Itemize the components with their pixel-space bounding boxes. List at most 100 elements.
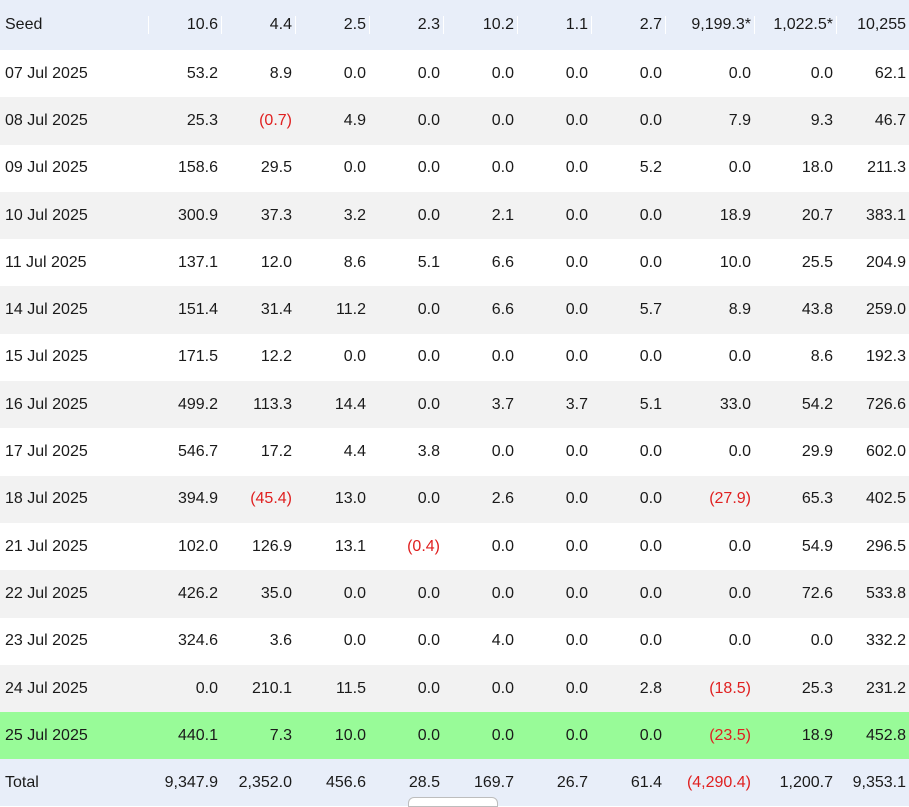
table-cell: 204.9 [865, 253, 906, 271]
table-cell: 452.8 [865, 726, 906, 744]
table-row: 11 Jul 2025 137.1 12.0 8.6 5.1 6.6 0.0 0.0 10.0 2… [0, 239, 909, 287]
row-date: 10 Jul 2025 [5, 206, 88, 224]
table-cell: 4.0 [491, 632, 514, 650]
table-row-highlighted: 25 Jul 2025 440.1 7.3 10.0 0.0 0.0 0.0 0.0 (23.5… [0, 712, 909, 760]
total-cell: 61.4 [630, 773, 662, 791]
table-cell: 137.1 [177, 253, 218, 271]
table-cell: 0.0 [417, 301, 440, 319]
table-cell: 65.3 [801, 490, 833, 508]
table-cell: 0.0 [565, 537, 588, 555]
table-cell: 8.6 [810, 348, 833, 366]
table-row: 17 Jul 2025 546.7 17.2 4.4 3.8 0.0 0.0 0.0 0.0 29… [0, 428, 909, 476]
table-cell: 0.0 [491, 348, 514, 366]
row-date: 21 Jul 2025 [5, 537, 88, 555]
table-cell: 37.3 [260, 206, 292, 224]
seed-cell: 1,022.5* [754, 16, 836, 34]
row-date: 24 Jul 2025 [5, 679, 88, 697]
table-cell: 0.0 [565, 64, 588, 82]
table-cell: 726.6 [865, 395, 906, 413]
table-cell: 0.0 [639, 111, 662, 129]
seed-row: Seed 10.6 4.4 2.5 2.3 10.2 1.1 2.7 9,199… [0, 0, 909, 50]
table-cell: 18.9 [719, 206, 751, 224]
scroll-handle[interactable] [408, 797, 498, 807]
table-cell: 0.0 [343, 584, 366, 602]
row-date: 23 Jul 2025 [5, 632, 88, 650]
seed-cell: 10,255 [836, 16, 909, 34]
table-cell: 0.0 [728, 537, 751, 555]
table-cell: 0.0 [639, 632, 662, 650]
table-cell: 0.0 [417, 726, 440, 744]
table-cell: 499.2 [177, 395, 218, 413]
table-cell: 10.0 [719, 253, 751, 271]
table-cell: 8.9 [728, 301, 751, 319]
table-cell: 9.3 [810, 111, 833, 129]
table-cell: 0.0 [417, 632, 440, 650]
table-row: 15 Jul 2025 171.5 12.2 0.0 0.0 0.0 0.0 0.0 0.0 8.… [0, 333, 909, 382]
table-cell: 0.0 [417, 111, 440, 129]
table-cell: 7.3 [269, 726, 292, 744]
table-cell: 0.0 [491, 679, 514, 697]
table-row: 21 Jul 2025 102.0 126.9 13.1 (0.4) 0.0 0.0 0.0 0… [0, 522, 909, 571]
row-date: 16 Jul 2025 [5, 395, 88, 413]
table-cell: 211.3 [867, 159, 906, 177]
table-cell: 0.0 [565, 726, 588, 744]
table-cell: 0.0 [491, 111, 514, 129]
table-cell: 0.0 [639, 537, 662, 555]
table-cell: 33.0 [719, 395, 751, 413]
table-cell: 231.2 [865, 679, 906, 697]
table-cell: 324.6 [177, 632, 218, 650]
seed-cell: 2.3 [369, 16, 443, 34]
table-cell: 8.9 [269, 64, 292, 82]
table-cell: 7.9 [728, 111, 751, 129]
table-cell: 13.1 [334, 537, 366, 555]
table-cell: 533.8 [865, 584, 906, 602]
table-cell: 62.1 [874, 64, 906, 82]
table-cell: 8.6 [343, 253, 366, 271]
seed-cell: 2.7 [591, 16, 665, 34]
table-cell: 0.0 [343, 64, 366, 82]
seed-cell: 2.5 [295, 16, 369, 34]
table-cell: 0.0 [491, 584, 514, 602]
table-cell: 0.0 [491, 537, 514, 555]
seed-cell: 9,199.3* [665, 16, 754, 34]
table-cell: 0.0 [491, 159, 514, 177]
table-cell: 0.0 [728, 584, 751, 602]
table-cell: 0.0 [728, 348, 751, 366]
table-cell: 259.0 [865, 301, 906, 319]
table-cell: 0.0 [565, 253, 588, 271]
row-date: 07 Jul 2025 [5, 64, 88, 82]
table-cell: 0.0 [728, 64, 751, 82]
table-cell: 300.9 [177, 206, 218, 224]
seed-cell: 10.2 [443, 16, 517, 34]
table-cell: 158.6 [177, 159, 218, 177]
table-cell: 0.0 [639, 443, 662, 461]
table-cell: 171.5 [177, 348, 218, 366]
table-cell: 0.0 [565, 443, 588, 461]
table-cell: 53.2 [186, 64, 218, 82]
table-cell: 13.0 [334, 490, 366, 508]
table-cell: 0.0 [491, 443, 514, 461]
table-cell: 0.0 [417, 490, 440, 508]
row-date: 08 Jul 2025 [5, 111, 88, 129]
table-cell: 5.1 [639, 395, 662, 413]
table-cell: 2.8 [639, 679, 662, 697]
table-cell: 113.3 [253, 395, 292, 413]
table-cell: 0.0 [565, 584, 588, 602]
total-cell: 2,352.0 [238, 773, 292, 791]
table-cell: 0.0 [417, 584, 440, 602]
table-cell: (0.7) [259, 111, 292, 129]
table-cell: 6.6 [491, 253, 514, 271]
table-cell: 25.3 [186, 111, 218, 129]
seed-cell: 10.6 [148, 16, 221, 34]
table-cell: 12.0 [260, 253, 292, 271]
row-date: 15 Jul 2025 [5, 348, 88, 366]
table-row: 22 Jul 2025 426.2 35.0 0.0 0.0 0.0 0.0 0.0 0.0 72… [0, 570, 909, 618]
table-cell: (0.4) [407, 537, 440, 555]
table-cell: 25.5 [801, 253, 833, 271]
table-cell: 3.6 [269, 632, 292, 650]
table-cell: 0.0 [417, 64, 440, 82]
row-date: 25 Jul 2025 [5, 726, 88, 744]
total-cell: 456.6 [325, 773, 366, 791]
table-cell: 4.9 [343, 111, 366, 129]
